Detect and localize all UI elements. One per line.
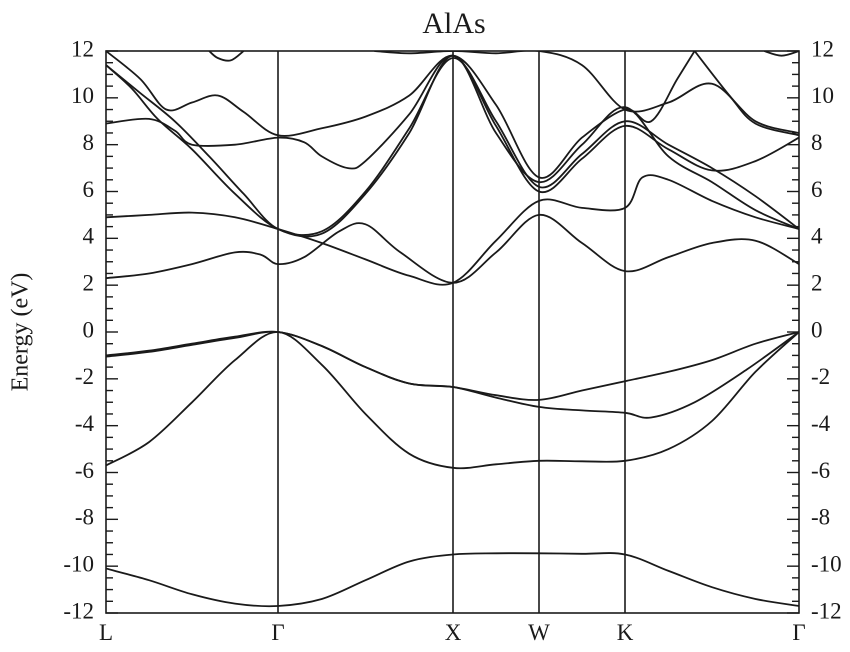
band-line — [106, 57, 799, 236]
y-tick-label: 0 — [811, 317, 823, 342]
y-tick-labels-right: -12 -10 -8 -6 -4 -2 0 2 4 6 8 10 12 — [811, 36, 842, 623]
band-line — [106, 213, 799, 284]
y-tick-label: -10 — [63, 551, 94, 576]
y-tick-label: 6 — [811, 177, 823, 202]
y-tick-label: -8 — [75, 505, 94, 530]
y-tick-label: 8 — [811, 130, 823, 155]
high-symmetry-lines — [277, 51, 626, 613]
y-tick-label: 2 — [83, 270, 95, 295]
y-tick-label: -8 — [811, 505, 830, 530]
k-point-label: Γ — [792, 620, 805, 645]
y-tick-label: 4 — [83, 224, 95, 249]
y-tick-label: -4 — [811, 411, 831, 436]
y-tick-label: 12 — [71, 36, 94, 61]
y-tick-label: 12 — [811, 36, 834, 61]
band-line — [106, 174, 799, 286]
y-tick-label: 6 — [83, 177, 95, 202]
y-axis-label: Energy (eV) — [8, 273, 34, 392]
y-tick-label: 10 — [811, 83, 834, 108]
y-tick-label: 4 — [811, 224, 823, 249]
k-point-label: K — [617, 620, 634, 645]
k-point-label: X — [445, 620, 462, 645]
band-line — [208, 51, 245, 62]
y-tick-label: 8 — [83, 130, 95, 155]
chart-title: AlAs — [422, 7, 485, 40]
plot-frame — [105, 50, 800, 614]
band-line — [693, 51, 799, 137]
k-point-label: L — [99, 620, 113, 645]
y-tick-label: -12 — [63, 598, 94, 623]
y-tick-label: -4 — [75, 411, 95, 436]
y-tick-label: -2 — [811, 364, 830, 389]
band-line — [106, 54, 799, 194]
y-tick-label: -2 — [75, 364, 94, 389]
k-point-label: W — [528, 620, 550, 645]
y-tick-labels-left: -12 -10 -8 -6 -4 -2 0 2 4 6 8 10 12 — [63, 36, 94, 623]
band-line — [106, 51, 696, 179]
y-tick-label: -12 — [811, 598, 842, 623]
axis-ticks — [106, 50, 799, 614]
y-tick-label: -6 — [75, 458, 94, 483]
k-point-label: Γ — [271, 620, 284, 645]
y-tick-label: 10 — [71, 83, 94, 108]
y-tick-label: -10 — [811, 551, 842, 576]
y-tick-label: -6 — [811, 458, 830, 483]
y-tick-label: 2 — [811, 270, 823, 295]
y-tick-label: 0 — [83, 317, 95, 342]
band-line — [763, 51, 799, 57]
